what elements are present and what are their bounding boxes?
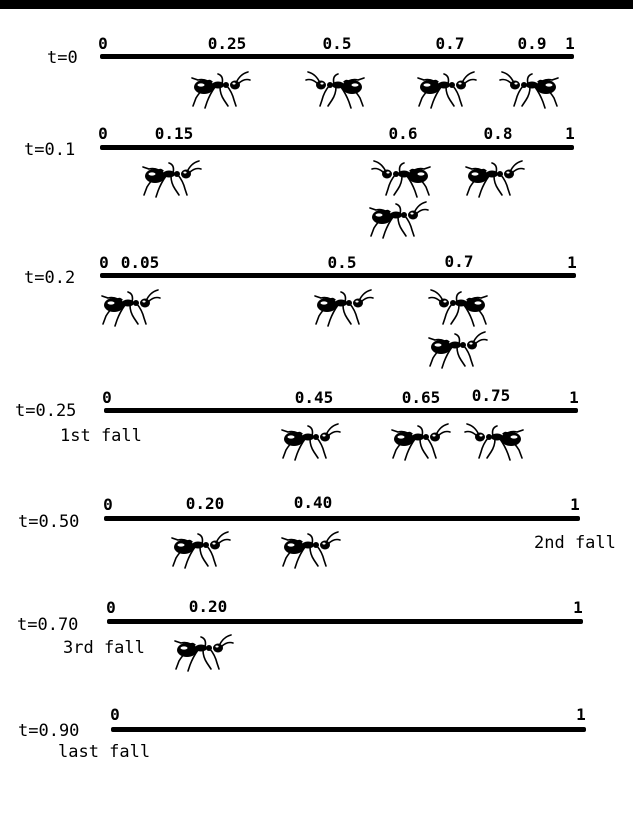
tick-label: 0 <box>110 705 120 724</box>
tick-label: 0.8 <box>483 124 513 143</box>
ant-icon <box>137 155 203 199</box>
ant-icon <box>276 418 342 462</box>
ant-icon <box>186 66 252 110</box>
rod <box>100 54 574 59</box>
rod <box>111 727 586 732</box>
tick-label: 0.7 <box>435 34 465 53</box>
tick-label: 1 <box>570 495 580 514</box>
rod <box>100 273 576 278</box>
tick-label: 0.20 <box>185 494 225 513</box>
tick-label: 0.65 <box>401 388 441 407</box>
ant-icon <box>304 66 370 110</box>
tick-label: 0.9 <box>517 34 547 53</box>
ant-icon <box>166 526 232 570</box>
tick-label: 1 <box>565 34 575 53</box>
ant-icon <box>412 66 478 110</box>
tick-label: 1 <box>567 253 577 272</box>
tick-label: 0.15 <box>154 124 194 143</box>
tick-label: 1 <box>565 124 575 143</box>
row-t0-25: t=0.25 1st fall 0 0.45 0.65 0.75 1 <box>0 385 633 495</box>
tick-label: 0.75 <box>471 386 511 405</box>
ant-icon <box>309 284 375 328</box>
ant-icon <box>364 196 430 240</box>
ant-icon <box>498 66 564 110</box>
rod <box>107 619 583 624</box>
fall-note: 3rd fall <box>63 638 145 658</box>
top-border <box>0 0 633 9</box>
ant-icon <box>423 326 489 370</box>
tick-label: 0.6 <box>388 124 418 143</box>
ant-icon <box>276 526 342 570</box>
ant-icon <box>427 284 493 328</box>
tick-label: 0 <box>103 495 113 514</box>
ant-icon <box>463 418 529 462</box>
tick-label: 1 <box>576 705 586 724</box>
time-label: t=0.70 <box>17 615 79 635</box>
tick-label: 0.20 <box>188 597 228 616</box>
tick-label: 0.5 <box>322 34 352 53</box>
ant-icon <box>386 418 452 462</box>
rod <box>104 516 580 521</box>
tick-label: 0.45 <box>294 388 334 407</box>
time-label: t=0.1 <box>24 140 76 160</box>
tick-label: 0 <box>106 598 116 617</box>
tick-label: 0 <box>99 253 109 272</box>
row-t0-90: t=0.90 last fall 0 1 <box>0 705 633 815</box>
ant-icon <box>169 629 235 673</box>
ant-icon <box>460 155 526 199</box>
ant-icon <box>96 284 162 328</box>
row-t0-50: t=0.50 2nd fall 0 0.20 0.40 1 <box>0 492 633 602</box>
time-label: t=0.2 <box>24 268 76 288</box>
fall-note: last fall <box>58 742 151 762</box>
tick-label: 1 <box>569 388 579 407</box>
tick-label: 0.25 <box>207 34 247 53</box>
row-t0-1: t=0.1 0 0.15 0.6 0.8 1 <box>0 122 633 239</box>
tick-label: 0.05 <box>120 253 160 272</box>
time-label: t=0.50 <box>18 512 80 532</box>
time-label: t=0.90 <box>18 721 80 741</box>
rod <box>100 145 574 150</box>
tick-label: 0 <box>102 388 112 407</box>
row-t0-2: t=0.2 0 0.05 0.5 0.7 1 <box>0 252 633 369</box>
row-t0-70: t=0.70 3rd fall 0 0.20 1 <box>0 596 633 706</box>
fall-note: 2nd fall <box>534 533 616 553</box>
fall-note: 1st fall <box>60 426 142 446</box>
ant-icon <box>370 155 436 199</box>
row-t0: t=0 0 0.25 0.5 0.7 0.9 1 <box>0 30 633 140</box>
tick-label: 0.7 <box>444 252 474 271</box>
tick-label: 0.5 <box>327 253 357 272</box>
tick-label: 0 <box>98 34 108 53</box>
time-label: t=0 <box>47 48 78 68</box>
rod <box>104 408 578 413</box>
tick-label: 1 <box>573 598 583 617</box>
time-label: t=0.25 <box>15 401 77 421</box>
tick-label: 0.40 <box>293 493 333 512</box>
tick-label: 0 <box>98 124 108 143</box>
